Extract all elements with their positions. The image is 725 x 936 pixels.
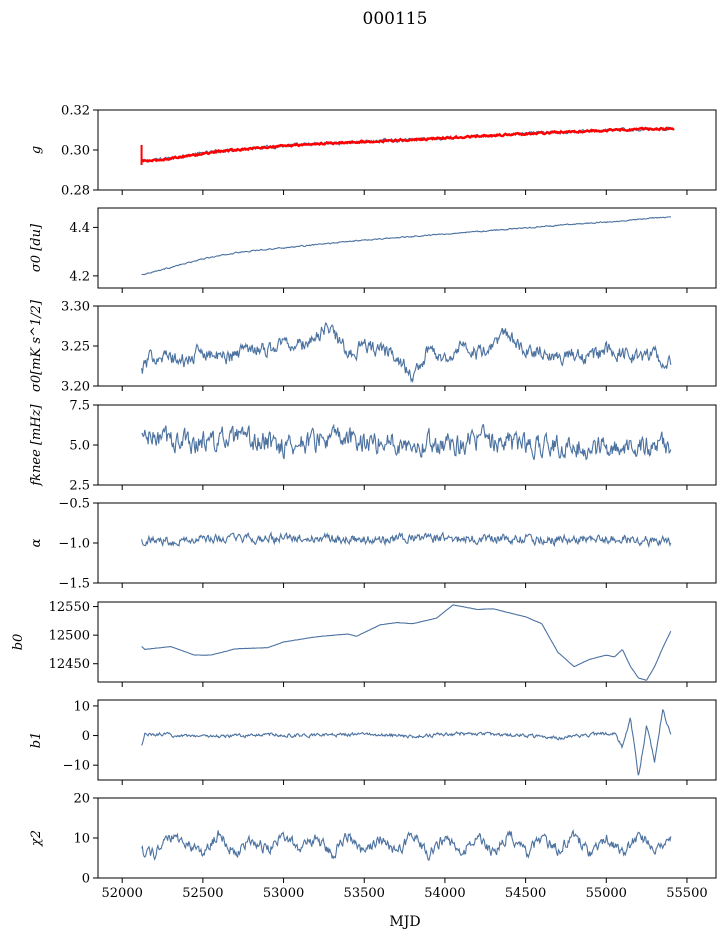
y-tick-label: 3.25 <box>61 340 90 355</box>
axes-frame <box>97 699 717 781</box>
y-axis-label: b0 <box>11 634 26 651</box>
y-axis-label: σ0[mK s^1/2] <box>29 299 44 392</box>
y-tick-label: 0.30 <box>61 144 90 159</box>
y-tick-label: 4.4 <box>69 221 90 236</box>
y-tick-label: 4.2 <box>69 269 90 284</box>
series-line <box>141 216 672 276</box>
panel-alpha: −1.5 −1.0 −0.5 α <box>29 497 717 592</box>
y-tick-label: 2.5 <box>69 479 90 494</box>
series-line <box>141 423 672 461</box>
x-tick-label: 55000 <box>586 886 627 901</box>
y-tick-label: 3.30 <box>61 300 90 315</box>
y-tick-label: −1.5 <box>58 577 90 592</box>
y-tick-label: −1.0 <box>58 537 90 552</box>
figure-title: 000115 <box>363 9 428 29</box>
panel-g: 0.28 0.30 0.32 g <box>29 104 717 199</box>
series-line <box>141 604 672 681</box>
panel-b1: −10 0 10 b1 <box>29 699 717 785</box>
y-tick-label: 0.32 <box>61 104 90 119</box>
axes-frame <box>97 109 717 191</box>
series-line <box>141 530 672 549</box>
y-axis-label: χ2 <box>29 830 44 847</box>
x-tick-label: 52000 <box>102 886 143 901</box>
y-tick-label: 5.0 <box>69 439 90 454</box>
panel-sigma0-temp: 3.20 3.25 3.30 σ0[mK s^1/2] <box>29 299 717 395</box>
y-tick-label: 3.20 <box>61 380 90 395</box>
y-tick-label: 20 <box>73 792 90 807</box>
x-axis-label: MJD <box>389 914 420 930</box>
y-tick-label: −10 <box>63 759 90 774</box>
x-tick-label: 53500 <box>344 886 385 901</box>
x-tick-label: 55500 <box>666 886 707 901</box>
y-tick-label: 12450 <box>49 657 90 672</box>
y-tick-label: −0.5 <box>58 497 90 512</box>
y-axis-label: α <box>29 538 44 547</box>
series-line <box>141 708 672 776</box>
y-tick-label: 0 <box>82 872 90 887</box>
panels: 0.28 0.30 0.32 g 4.2 4.4 σ0 [du] 3.20 3.25 3.30 σ0… <box>11 104 717 901</box>
y-axis-label: g <box>29 146 44 154</box>
y-tick-label: 10 <box>73 832 90 847</box>
y-tick-label: 0.28 <box>61 184 90 199</box>
panel-fknee: 2.5 5.0 7.5 fknee [mHz] <box>29 399 717 494</box>
y-axis-label: b1 <box>29 732 44 749</box>
x-tick-label: 54500 <box>505 886 546 901</box>
axes-frame <box>97 207 717 289</box>
axes-frame <box>97 601 717 683</box>
x-tick-label: 52500 <box>182 886 223 901</box>
y-tick-label: 0 <box>82 729 90 744</box>
series-line <box>141 828 672 861</box>
panel-chi2: 0 10 20 52000 52500 53000 53500 54000 54500 55000… <box>29 792 717 901</box>
y-tick-label: 10 <box>73 699 90 714</box>
y-axis-label: fknee [mHz] <box>29 403 44 486</box>
y-tick-label: 12500 <box>49 629 90 644</box>
panel-b0: 12450 12500 12550 b0 <box>11 600 717 687</box>
y-tick-label: 12550 <box>49 600 90 615</box>
y-axis-label: σ0 [du] <box>29 223 44 272</box>
axes-frame <box>97 305 717 387</box>
fit-line <box>141 126 675 163</box>
panel-sigma0-du: 4.2 4.4 σ0 [du] <box>29 207 717 293</box>
series-line <box>141 322 672 384</box>
y-tick-label: 7.5 <box>69 399 90 414</box>
x-tick-label: 53000 <box>263 886 304 901</box>
series-line <box>141 126 672 163</box>
x-tick-label: 54000 <box>424 886 465 901</box>
